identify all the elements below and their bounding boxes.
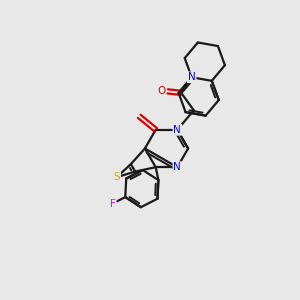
Text: O: O: [157, 86, 165, 96]
Text: S: S: [114, 172, 120, 182]
Text: N: N: [173, 162, 181, 172]
Text: N: N: [173, 125, 181, 135]
Text: F: F: [110, 199, 116, 208]
Text: N: N: [188, 72, 196, 82]
